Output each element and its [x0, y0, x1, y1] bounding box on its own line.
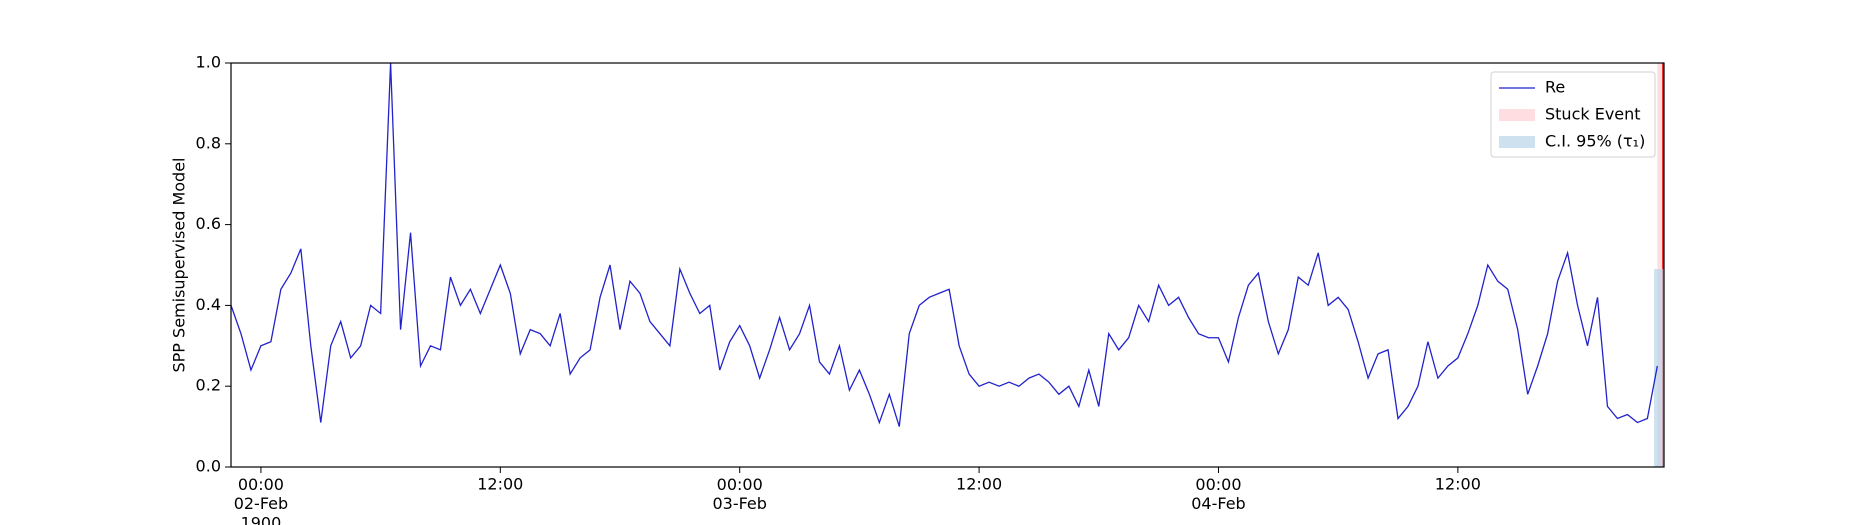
- legend-swatch: [1499, 109, 1535, 121]
- y-tick-label: 0.4: [196, 295, 221, 314]
- y-tick-label: 1.0: [196, 53, 221, 72]
- legend-swatch: [1499, 136, 1535, 148]
- plot-frame: [230, 62, 1665, 468]
- x-tick-label: 00:00 02-Feb 1900: [234, 475, 288, 525]
- y-tick-label: 0.6: [196, 214, 221, 233]
- legend-box: [1490, 71, 1656, 158]
- legend-label: C.I. 95% (τ₁): [1545, 132, 1645, 151]
- region: [1654, 269, 1664, 467]
- y-tick-label: 0.2: [196, 376, 221, 395]
- region: [1657, 63, 1664, 467]
- x-tick-label: 00:00 03-Feb: [712, 475, 766, 513]
- y-axis-label: SPP Semisupervised Model: [170, 158, 189, 373]
- x-tick-label: 12:00: [1435, 475, 1481, 494]
- legend-label: Re: [1545, 78, 1565, 97]
- x-tick-label: 12:00: [477, 475, 523, 494]
- x-tick-label: 00:00 04-Feb: [1191, 475, 1245, 513]
- legend-label: Stuck Event: [1545, 105, 1641, 124]
- series-line: [230, 62, 1658, 427]
- y-tick-label: 0.8: [196, 133, 221, 152]
- x-tick-label: 12:00: [956, 475, 1002, 494]
- y-tick-label: 0.0: [196, 457, 221, 476]
